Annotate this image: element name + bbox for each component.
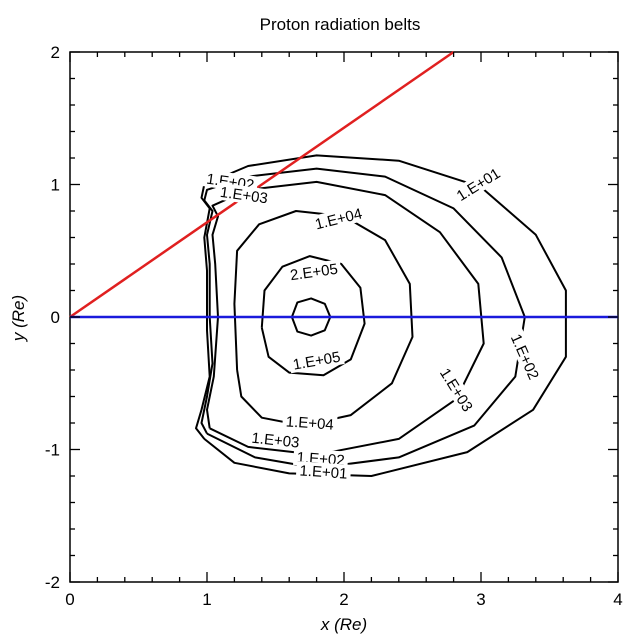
y-tick-label: 2	[51, 43, 60, 62]
contour-label-bg	[309, 203, 367, 234]
y-tick-label: -1	[45, 441, 60, 460]
x-tick-label: 2	[339, 590, 348, 609]
contour-label-bg	[285, 259, 342, 284]
contour-label: 1.E+04	[313, 205, 364, 233]
contour-1-e-05-4	[260, 255, 366, 377]
x-tick-label: 4	[613, 590, 622, 609]
contour-label-group: 1.E+05	[288, 347, 345, 374]
contour-label-group: 1.E+03	[247, 428, 304, 452]
ticks-layer: 0 1 2 3 4 -2 -1 0 1 2	[45, 43, 623, 609]
contour-1-e-01-0	[195, 154, 567, 477]
x-tick-label: 1	[202, 590, 211, 609]
contour-1-e-02-1	[200, 167, 526, 469]
contour-label-bg	[247, 428, 304, 451]
y-axis-title: y (Re)	[9, 295, 28, 342]
contour-label-bg	[295, 461, 352, 482]
contour-label: 1.E+03	[219, 184, 269, 208]
x-axis-title: x (Re)	[320, 615, 367, 634]
contours-layer	[195, 154, 567, 477]
contour-label-bg	[215, 182, 273, 207]
contour-label: 2.E+05	[289, 261, 339, 285]
contour-label: 1.E+03	[251, 430, 300, 452]
contour-label: 1.E+02	[507, 332, 542, 383]
contour-label-bg	[506, 328, 545, 385]
contour-label-group: 1.E+01	[450, 162, 506, 206]
x-tick-label: 0	[65, 590, 74, 609]
contour-label-bg	[288, 347, 345, 374]
contour-label: 1.E+04	[285, 413, 334, 433]
contour-1-e-04-3	[233, 210, 414, 427]
contour-label-bg	[282, 412, 338, 433]
contour-label-bg	[450, 162, 506, 206]
contour-label-group: 1.E+04	[309, 203, 367, 234]
contour-label-group: 2.E+05	[285, 259, 342, 285]
contour-label-group: 1.E+04	[282, 412, 338, 434]
contour-label-bg	[435, 362, 479, 418]
y-tick-label: 1	[51, 176, 60, 195]
chart-title: Proton radiation belts	[260, 15, 421, 34]
x-tick-label: 3	[476, 590, 485, 609]
contour-label-group: 1.E+03	[215, 182, 273, 208]
contour-label-group: 1.E+02	[506, 328, 545, 385]
contour-label: 1.E+01	[299, 462, 348, 482]
lines-layer	[69, 50, 618, 319]
y-tick-label: -2	[45, 573, 60, 592]
red-line	[69, 50, 455, 319]
y-tick-label: 0	[51, 308, 60, 327]
contour-label-group: 1.E+01	[295, 461, 352, 483]
